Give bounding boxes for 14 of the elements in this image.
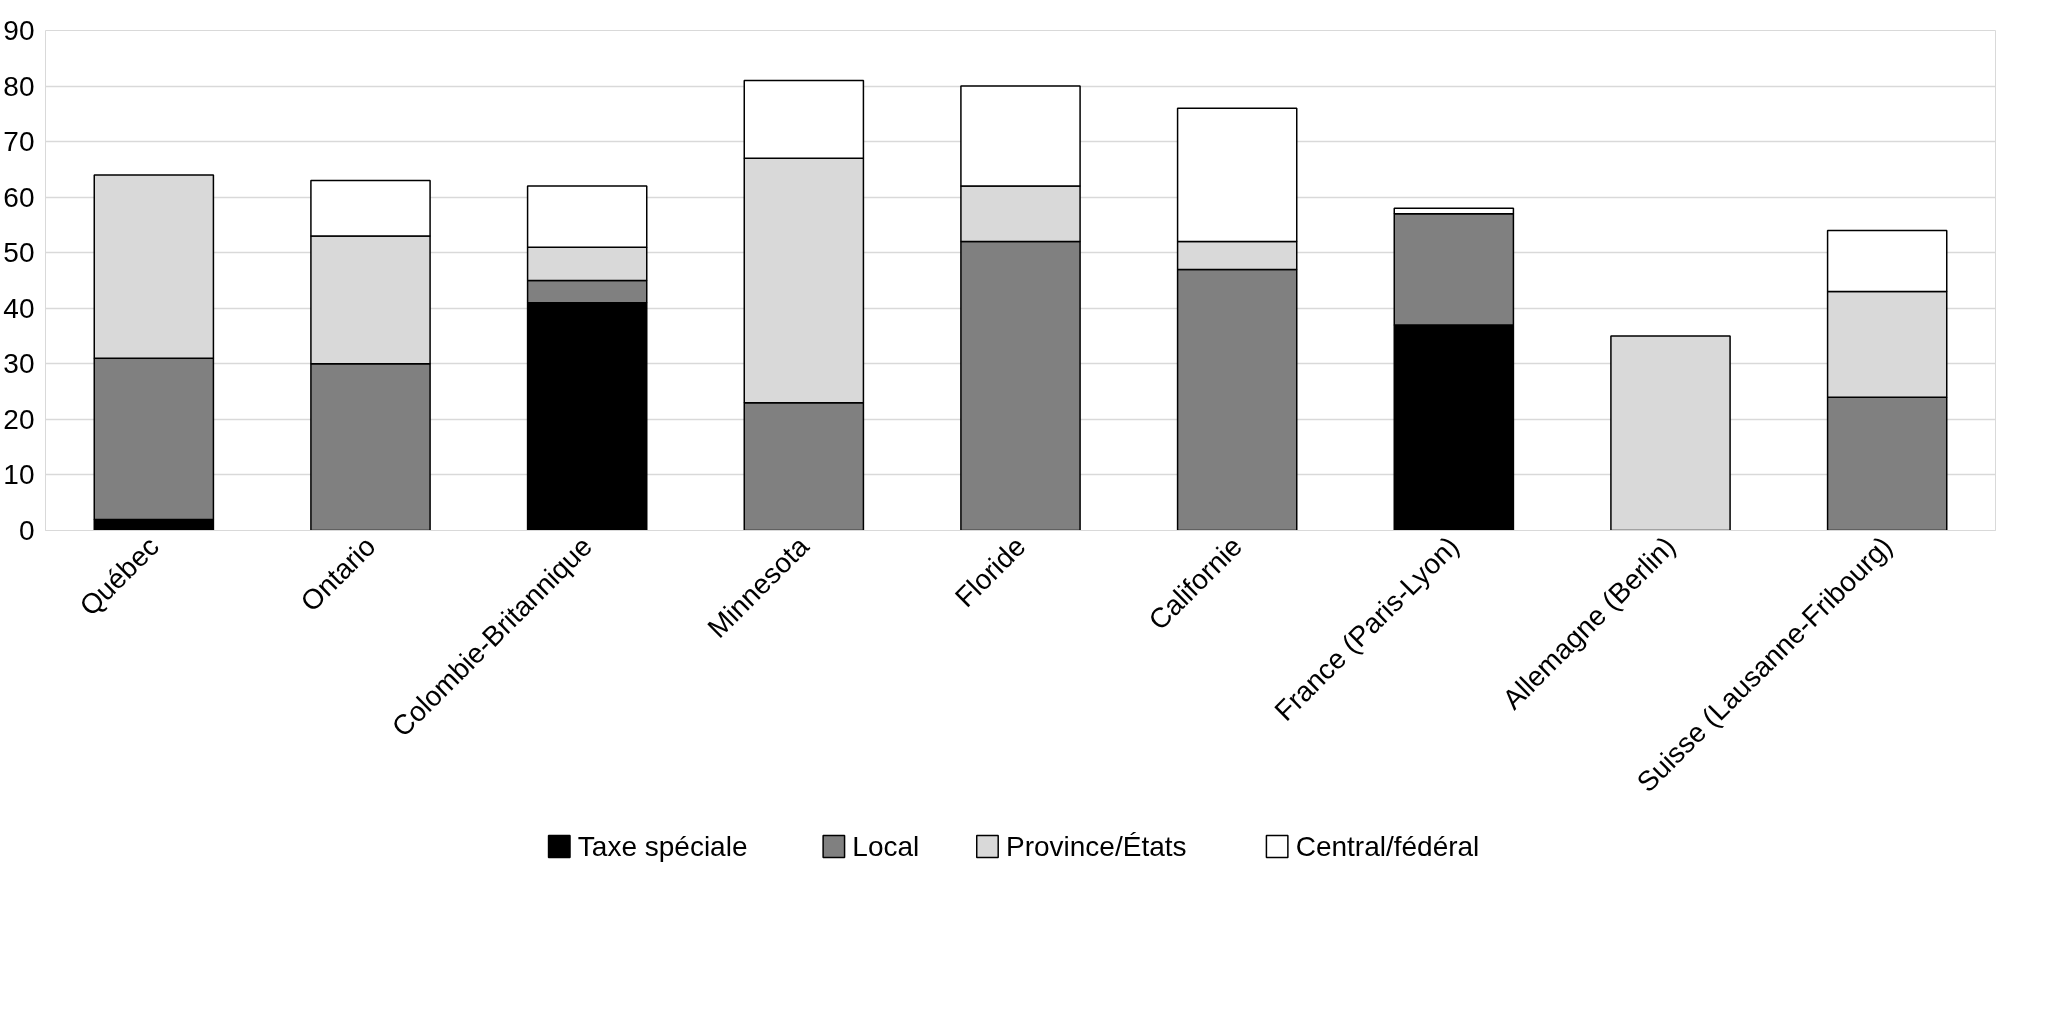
legend-label: Taxe spéciale [577, 831, 748, 862]
legend-label: Province/États [1006, 831, 1187, 862]
y-tick-label: 40 [3, 292, 35, 324]
y-tick-label: 50 [3, 237, 35, 269]
y-tick-label: 90 [3, 15, 35, 46]
y-tick-label: 80 [3, 70, 35, 102]
y-tick-label: 0 [18, 515, 35, 546]
legend-label: Central/fédéral [1295, 831, 1480, 862]
y-tick-label: 30 [3, 348, 35, 380]
y-tick-label: 20 [3, 403, 35, 435]
legend-label: Local [852, 831, 920, 862]
y-tick-label: 10 [3, 459, 35, 491]
y-tick-label: 60 [3, 181, 35, 213]
y-tick-label: 70 [3, 126, 35, 158]
